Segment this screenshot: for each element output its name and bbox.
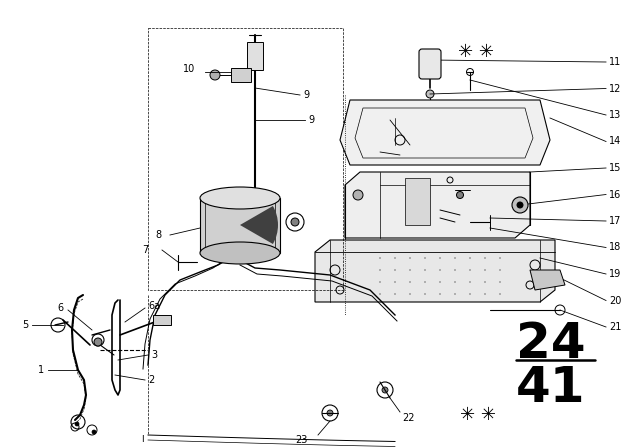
Text: 22: 22 [402, 413, 415, 423]
Text: l: l [141, 435, 143, 444]
Circle shape [456, 191, 463, 198]
Text: 14: 14 [609, 137, 621, 146]
Circle shape [469, 293, 471, 295]
Circle shape [499, 257, 501, 259]
Circle shape [439, 269, 441, 271]
Bar [200, 198, 280, 253]
Circle shape [484, 293, 486, 295]
Text: 21: 21 [609, 322, 621, 332]
Circle shape [379, 257, 381, 259]
Circle shape [409, 293, 411, 295]
Circle shape [439, 281, 441, 283]
Circle shape [291, 218, 299, 226]
Circle shape [469, 269, 471, 271]
Text: 10: 10 [183, 64, 195, 74]
Circle shape [379, 269, 381, 271]
Circle shape [424, 293, 426, 295]
Circle shape [469, 257, 471, 259]
Circle shape [394, 281, 396, 283]
Text: 15: 15 [609, 163, 621, 173]
Circle shape [517, 202, 523, 208]
Text: 16: 16 [609, 190, 621, 199]
Circle shape [454, 269, 456, 271]
Polygon shape [345, 172, 530, 238]
Circle shape [424, 269, 426, 271]
Bar [148, 28, 343, 290]
Circle shape [426, 90, 434, 98]
Text: 18: 18 [609, 242, 621, 253]
Text: 41: 41 [516, 364, 586, 412]
Text: 11: 11 [609, 57, 621, 67]
Circle shape [469, 281, 471, 283]
Circle shape [94, 338, 102, 346]
Circle shape [484, 281, 486, 283]
Circle shape [394, 269, 396, 271]
Text: 6: 6 [58, 303, 64, 313]
Circle shape [394, 293, 396, 295]
Circle shape [484, 257, 486, 259]
Circle shape [439, 257, 441, 259]
Text: 12: 12 [609, 83, 621, 94]
Circle shape [454, 257, 456, 259]
Circle shape [409, 257, 411, 259]
Text: ✳ ✳: ✳ ✳ [460, 406, 496, 424]
Circle shape [409, 269, 411, 271]
Circle shape [92, 430, 96, 434]
Text: 8: 8 [155, 230, 161, 240]
Text: 2: 2 [148, 375, 154, 385]
Circle shape [424, 281, 426, 283]
Circle shape [499, 269, 501, 271]
FancyBboxPatch shape [419, 49, 441, 79]
Ellipse shape [200, 187, 280, 209]
Text: 6a: 6a [148, 301, 160, 311]
Circle shape [409, 281, 411, 283]
Text: 13: 13 [609, 110, 621, 120]
Circle shape [327, 410, 333, 416]
Polygon shape [405, 178, 430, 225]
Wedge shape [240, 206, 278, 244]
Bar [247, 42, 263, 70]
Text: 1: 1 [38, 365, 44, 375]
Circle shape [424, 257, 426, 259]
Circle shape [484, 269, 486, 271]
Bar [231, 68, 251, 82]
Text: 23: 23 [295, 435, 307, 445]
Circle shape [439, 293, 441, 295]
Circle shape [382, 387, 388, 393]
Circle shape [454, 293, 456, 295]
Circle shape [512, 197, 528, 213]
Circle shape [75, 422, 79, 426]
Text: 7: 7 [141, 245, 148, 255]
Circle shape [394, 257, 396, 259]
Circle shape [499, 281, 501, 283]
Polygon shape [530, 270, 565, 290]
Text: 17: 17 [609, 216, 621, 226]
Bar [153, 315, 171, 325]
Text: 9: 9 [308, 115, 314, 125]
Text: 24: 24 [516, 320, 586, 368]
Text: 3: 3 [151, 350, 157, 360]
Text: 19: 19 [609, 269, 621, 279]
Ellipse shape [200, 242, 280, 264]
Polygon shape [315, 240, 555, 302]
Circle shape [454, 281, 456, 283]
Text: 9: 9 [303, 90, 309, 100]
Circle shape [353, 190, 363, 200]
Polygon shape [340, 100, 550, 165]
Circle shape [210, 70, 220, 80]
Circle shape [379, 293, 381, 295]
Text: 20: 20 [609, 296, 621, 306]
Text: 5: 5 [22, 320, 28, 330]
Circle shape [499, 293, 501, 295]
Text: ✳ ✳: ✳ ✳ [458, 43, 493, 60]
Circle shape [379, 281, 381, 283]
